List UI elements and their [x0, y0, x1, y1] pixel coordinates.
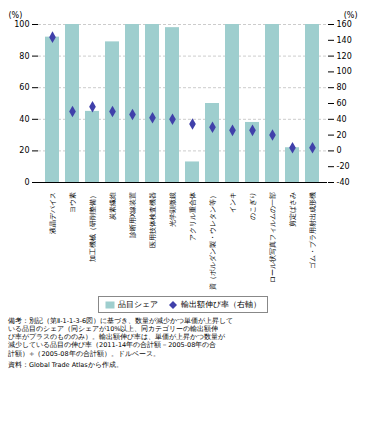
svg-text:(%): (%) [344, 11, 358, 20]
svg-text:100: 100 [337, 67, 352, 76]
html-text:備考：別記（第Ⅱ-1-1-3-6図）に基づき、数量が減少かつ: 備考：別記（第Ⅱ-1-1-3-6図）に基づき、数量が減少かつ単価が上昇して いる… [8, 317, 234, 358]
svg-text:加工機械（研削整備）: 加工機械（研削整備） [89, 192, 97, 262]
html-text:資料：Global Trade Atlasから作成。: 資料：Global Trade Atlasから作成。 [8, 360, 123, 369]
svg-text:(%): (%) [9, 11, 23, 20]
svg-text:0: 0 [337, 146, 342, 155]
html-text:品目シェア: 品目シェア [117, 300, 158, 309]
svg-text:-20: -20 [337, 162, 350, 171]
svg-text:140: 140 [337, 36, 352, 45]
svg-text:0: 0 [24, 178, 29, 187]
svg-text:20: 20 [19, 146, 29, 155]
svg-text:40: 40 [19, 115, 29, 124]
svg-text:液晶デバイス: 液晶デバイス [49, 192, 57, 234]
svg-text:ゴム・プラ用射出成形機: ゴム・プラ用射出成形機 [309, 192, 317, 269]
svg-text:のこぎり: のこぎり [249, 192, 257, 220]
svg-text:インキ: インキ [229, 192, 237, 213]
svg-text:炭素繊維: 炭素繊維 [109, 192, 117, 220]
svg-text:120: 120 [337, 52, 352, 61]
svg-text:-40: -40 [337, 178, 350, 187]
svg-text:光学顕微鏡: 光学顕微鏡 [169, 192, 177, 227]
svg-text:ヨウ素: ヨウ素 [69, 192, 77, 213]
svg-text:ロール状写真フィルムの一部: ロール状写真フィルムの一部 [269, 192, 277, 283]
svg-text:100: 100 [14, 20, 29, 29]
svg-text:80: 80 [337, 83, 347, 92]
svg-text:80: 80 [19, 52, 29, 61]
svg-text:アクリル重合体: アクリル重合体 [189, 192, 197, 241]
svg-text:40: 40 [337, 115, 347, 124]
svg-text:20: 20 [337, 131, 347, 140]
svg-text:60: 60 [337, 99, 347, 108]
svg-text:資（ボルダン製・ウレタン等）: 資（ボルダン製・ウレタン等） [209, 192, 217, 290]
svg-text:診断用X線装置: 診断用X線装置 [129, 192, 137, 239]
svg-text:医用技体検査機器: 医用技体検査機器 [149, 192, 157, 248]
svg-text:剪定ばさみ: 剪定ばさみ [289, 192, 297, 227]
html-text:輸出額伸び率（右軸）: 輸出額伸び率（右軸） [180, 300, 261, 309]
svg-text:60: 60 [19, 83, 29, 92]
svg-text:160: 160 [337, 20, 352, 29]
